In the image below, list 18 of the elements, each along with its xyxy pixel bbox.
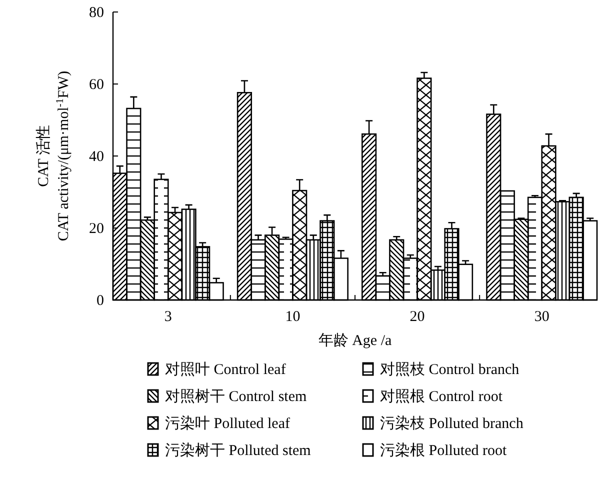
legend-label: 对照树干 Control stem xyxy=(165,388,307,405)
legend-label: 对照叶 Control leaf xyxy=(165,361,286,378)
legend-label: 污染根 Polluted root xyxy=(380,442,508,459)
y-tick-label: 80 xyxy=(89,4,104,21)
x-tick-label: 30 xyxy=(534,309,550,325)
legend-label: 污染枝 Polluted branch xyxy=(380,415,524,432)
legend-label: 对照枝 Control branch xyxy=(380,361,520,378)
x-tick-label: 10 xyxy=(285,309,300,325)
y-tick-label: 60 xyxy=(89,76,104,93)
x-tick-label: 3 xyxy=(164,309,172,325)
x-tick-label: 20 xyxy=(410,309,425,325)
y-tick-label: 20 xyxy=(89,220,104,237)
x-axis-title: 年龄 Age /a xyxy=(318,332,392,349)
y-tick-label: 40 xyxy=(89,148,104,165)
legend-label: 污染叶 Polluted leaf xyxy=(165,415,290,432)
legend-label: 污染树干 Polluted stem xyxy=(165,442,312,459)
y-tick-label: 0 xyxy=(96,292,104,309)
legend-label: 对照根 Control root xyxy=(380,388,504,405)
